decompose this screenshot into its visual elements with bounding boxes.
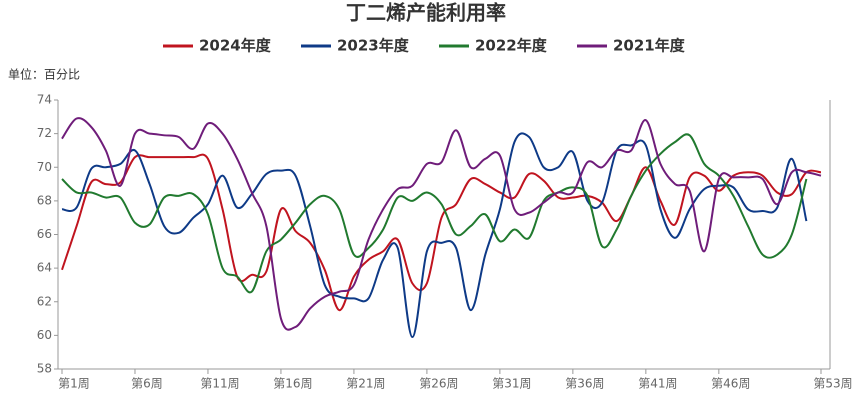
y-tick-label: 64 (37, 261, 52, 275)
x-tick-label: 第41周 (638, 377, 677, 391)
x-tick-label: 第21周 (346, 377, 385, 391)
line (61, 153, 822, 312)
x-tick-label: 第26周 (419, 377, 458, 391)
x-tick-label: 第31周 (492, 377, 531, 391)
x-tick-label: 第36周 (565, 377, 604, 391)
y-tick-label: 66 (37, 227, 52, 241)
legend-label: 2024年度 (199, 37, 272, 55)
line (61, 133, 808, 294)
y-tick-label: 72 (37, 126, 52, 140)
x-tick-label: 第6周 (131, 377, 163, 391)
x-tick-label: 第11周 (200, 377, 239, 391)
y-tick-label: 62 (37, 294, 52, 308)
x-tick-label: 第53周 (813, 377, 852, 391)
line (61, 117, 822, 331)
chart-title: 丁二烯产能利用率 (346, 1, 506, 25)
y-tick-label: 70 (37, 160, 52, 174)
y-tick-label: 74 (37, 93, 52, 107)
y-tick-label: 68 (37, 193, 52, 207)
x-tick-label: 第46周 (711, 377, 750, 391)
x-tick-label: 第16周 (273, 377, 312, 391)
unit-label: 单位：百分比 (8, 67, 80, 82)
line (61, 132, 808, 339)
legend-label: 2023年度 (337, 37, 410, 55)
y-tick-label: 58 (37, 362, 52, 376)
legend-label: 2021年度 (613, 37, 686, 55)
legend-label: 2022年度 (475, 37, 548, 55)
x-tick-label: 第1周 (58, 377, 90, 391)
y-tick-label: 60 (37, 328, 52, 342)
